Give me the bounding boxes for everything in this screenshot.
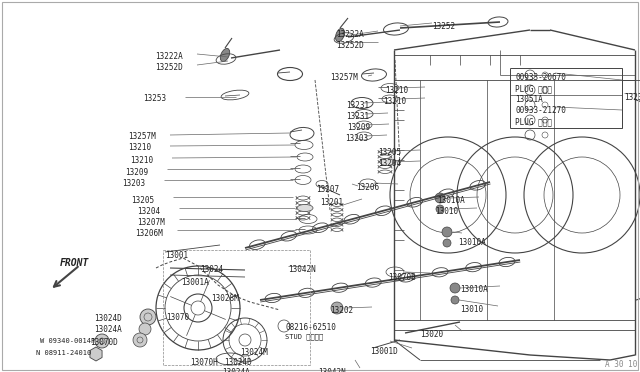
Text: 13070H: 13070H: [190, 358, 218, 367]
Text: 13070: 13070: [166, 313, 189, 322]
Text: 13024A: 13024A: [94, 325, 122, 334]
Text: W 09340-0014P: W 09340-0014P: [40, 338, 95, 344]
Text: 13222A: 13222A: [336, 30, 364, 39]
Text: 13010A: 13010A: [437, 196, 465, 205]
Text: 13210: 13210: [383, 97, 406, 106]
Text: 08216-62510: 08216-62510: [285, 323, 336, 332]
Text: 13222A: 13222A: [155, 52, 183, 61]
Text: 13001D: 13001D: [370, 347, 397, 356]
Text: 13042N: 13042N: [288, 265, 316, 274]
Text: 13205: 13205: [378, 148, 401, 157]
Ellipse shape: [335, 28, 344, 42]
Text: PLUG プラグ: PLUG プラグ: [515, 84, 552, 93]
Text: 13253: 13253: [143, 94, 166, 103]
Text: 13257M: 13257M: [128, 132, 156, 141]
Text: 13207: 13207: [316, 185, 339, 194]
Text: 13206M: 13206M: [135, 229, 163, 238]
Text: 13209: 13209: [347, 123, 370, 132]
Text: 13028M: 13028M: [211, 294, 239, 303]
Circle shape: [450, 283, 460, 293]
Text: 13210: 13210: [385, 86, 408, 95]
Circle shape: [133, 333, 147, 347]
Text: 13205: 13205: [131, 196, 154, 205]
Circle shape: [331, 302, 343, 314]
Text: FRONT: FRONT: [60, 258, 90, 268]
Ellipse shape: [297, 205, 313, 212]
Circle shape: [140, 309, 156, 325]
Text: 13024: 13024: [200, 265, 223, 274]
Circle shape: [442, 227, 452, 237]
Text: 13010A: 13010A: [458, 238, 486, 247]
Text: 13024A: 13024A: [222, 368, 250, 372]
Text: 13202: 13202: [330, 306, 353, 315]
Text: 13001A: 13001A: [181, 278, 209, 287]
Text: 13010: 13010: [435, 207, 458, 216]
Text: 13252: 13252: [432, 22, 455, 31]
Text: 13252D: 13252D: [336, 41, 364, 50]
Circle shape: [139, 323, 151, 335]
Text: 13020: 13020: [420, 330, 443, 339]
Circle shape: [436, 205, 444, 213]
Text: 13024D: 13024D: [94, 314, 122, 323]
Text: 13001: 13001: [165, 251, 188, 260]
Text: 13070D: 13070D: [90, 338, 118, 347]
Ellipse shape: [220, 48, 230, 61]
Text: 13209: 13209: [125, 168, 148, 177]
Ellipse shape: [380, 158, 394, 166]
Text: 13203: 13203: [122, 179, 145, 188]
Text: N 08911-24010: N 08911-24010: [36, 350, 92, 356]
Text: 13201: 13201: [320, 198, 343, 207]
Text: 13010A: 13010A: [460, 285, 488, 294]
Circle shape: [443, 239, 451, 247]
Text: STUD スタッド: STUD スタッド: [285, 333, 323, 340]
Circle shape: [95, 334, 109, 348]
Circle shape: [435, 193, 445, 203]
Text: 13042N: 13042N: [318, 368, 346, 372]
Text: 13024D: 13024D: [224, 358, 252, 367]
Text: 13232: 13232: [624, 93, 640, 102]
Text: 00933-21270: 00933-21270: [515, 106, 566, 115]
Text: 13210: 13210: [128, 143, 151, 152]
Text: 00933-20670: 00933-20670: [515, 73, 566, 82]
Text: A 30 10: A 30 10: [605, 360, 637, 369]
Text: 13024M: 13024M: [240, 348, 268, 357]
Text: 13203: 13203: [345, 134, 368, 143]
Circle shape: [451, 296, 459, 304]
Text: 13231: 13231: [346, 101, 369, 110]
Text: 13070B: 13070B: [388, 273, 416, 282]
Text: 13010: 13010: [460, 305, 483, 314]
Text: 13231: 13231: [346, 112, 369, 121]
Text: 13051A: 13051A: [515, 95, 543, 104]
Text: PLUG プラグ: PLUG プラグ: [515, 117, 552, 126]
Text: 13252D: 13252D: [155, 63, 183, 72]
Text: 13257M: 13257M: [330, 73, 358, 82]
Text: 13206: 13206: [356, 183, 379, 192]
Text: 13204: 13204: [137, 207, 160, 216]
Text: 13204: 13204: [378, 159, 401, 168]
Text: 13210: 13210: [130, 156, 153, 165]
Text: 13207M: 13207M: [137, 218, 164, 227]
